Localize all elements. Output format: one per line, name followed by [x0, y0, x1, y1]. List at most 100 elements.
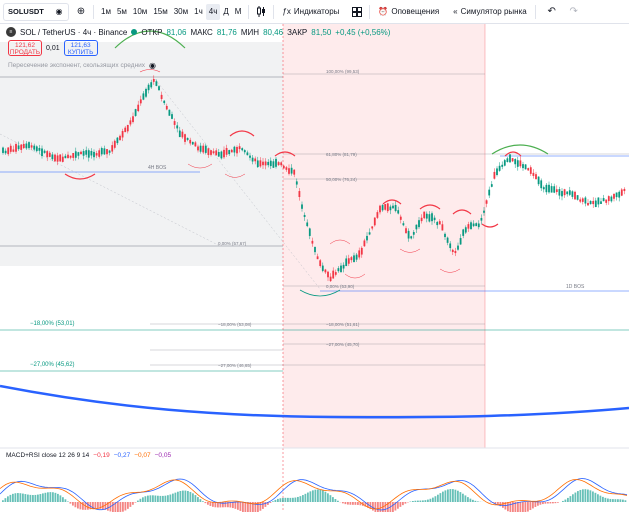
macd-histogram-bar: [404, 502, 407, 504]
macd-legend[interactable]: MACD+RSI close 12 26 9 14 −0,19 −0,27 −0…: [6, 452, 171, 459]
macd-value-4: −0,05: [154, 452, 172, 459]
fib-m18a: −18,00% (53,08): [218, 322, 252, 327]
candle-body: [618, 191, 621, 198]
macd-histogram-bar: [167, 495, 169, 502]
tf-10m[interactable]: 10м: [132, 6, 148, 16]
macd-histogram-bar: [357, 502, 359, 505]
price-chart[interactable]: −18,00% (53,01) −27,00% (45,62) 4H BOS 1…: [0, 24, 629, 512]
candle-body: [353, 255, 355, 263]
macd-histogram-bar: [337, 500, 339, 502]
macd-histogram-bar: [72, 502, 74, 506]
macd-histogram-bar: [597, 494, 599, 502]
candle-body: [168, 109, 171, 116]
macd-histogram-bar: [129, 502, 132, 507]
layouts-icon[interactable]: [349, 4, 365, 20]
spread-value: 0,01: [46, 44, 60, 52]
candle-body: [589, 200, 592, 205]
candle-body: [480, 217, 483, 221]
macd-histogram-bar: [182, 490, 184, 502]
tf-5m[interactable]: 5м: [116, 6, 127, 16]
macd-histogram-bar: [332, 497, 334, 502]
candle-body: [15, 144, 17, 152]
candles-style-icon[interactable]: [253, 4, 269, 20]
candle-body: [69, 155, 72, 158]
candle-body: [527, 168, 530, 171]
alerts-button[interactable]: ⏰ Оповещения: [378, 7, 440, 16]
macd-histogram-bar: [64, 499, 67, 502]
macd-histogram-bar: [87, 502, 89, 510]
macd-histogram-bar: [4, 498, 7, 502]
candle-body: [17, 145, 20, 150]
eye-icon[interactable]: ◉: [149, 61, 157, 70]
legend: ≡ SOL / TetherUS · 4ч · Binance ОТКР 81,0…: [6, 27, 390, 37]
candle-body: [574, 191, 576, 200]
chart-pane[interactable]: −18,00% (53,01) −27,00% (45,62) 4H BOS 1…: [0, 24, 629, 512]
macd-histogram-bar: [234, 502, 237, 509]
macd-histogram-bar: [257, 502, 259, 512]
candle-body: [329, 276, 332, 282]
macd-histogram-bar: [442, 491, 444, 502]
tf-30m[interactable]: 30м: [173, 6, 189, 16]
candle-body: [594, 200, 597, 208]
tf-1m[interactable]: 1м: [101, 6, 111, 16]
macd-histogram-bar: [282, 497, 284, 502]
macd-histogram-bar: [302, 495, 304, 502]
macd-histogram-bar: [607, 498, 609, 502]
redo-icon[interactable]: ↷: [569, 6, 578, 17]
fib-0b: 0,00% (53,90): [326, 284, 355, 289]
macd-histogram-bar: [34, 494, 37, 502]
macd-histogram-bar: [344, 502, 347, 505]
candle-body: [340, 265, 342, 273]
candle-body: [267, 161, 270, 166]
macd-histogram-bar: [2, 500, 4, 502]
candle-body: [223, 149, 225, 158]
candle-body: [251, 157, 254, 162]
buy-button[interactable]: 121,63 КУПИТЬ: [63, 40, 98, 56]
candle-body: [402, 223, 405, 226]
candle-body: [134, 109, 137, 116]
candle-body: [103, 148, 106, 155]
candle-body: [129, 120, 132, 125]
candle-body: [41, 148, 43, 157]
macd-histogram-bar: [594, 492, 597, 502]
candle-body: [423, 211, 426, 219]
candle-body: [243, 150, 246, 153]
candle-body: [85, 150, 88, 155]
candle-body: [191, 141, 194, 145]
market-sim-button[interactable]: « Симулятор рынка: [453, 7, 527, 16]
macd-histogram-bar: [509, 502, 512, 512]
macd-value-1: −0,19: [93, 452, 110, 459]
tf-day[interactable]: Д: [223, 6, 229, 16]
macd-histogram-bar: [47, 492, 49, 502]
macd-histogram-bar: [82, 502, 84, 510]
fib-0a: 0,00% (57,67): [218, 241, 247, 246]
macd-histogram-bar: [29, 494, 32, 502]
symbol-search[interactable]: SOLUSDT ◉: [3, 2, 69, 21]
close-label: ЗАКР: [287, 27, 308, 37]
candle-body: [613, 193, 615, 199]
macd-histogram-bar: [532, 502, 534, 509]
candle-body: [93, 151, 95, 158]
macd-histogram-bar: [264, 502, 267, 507]
add-symbol-icon[interactable]: ⊕: [76, 6, 86, 17]
tf-month[interactable]: М: [234, 6, 242, 16]
candle-body: [290, 167, 293, 174]
undo-icon[interactable]: ↶: [547, 6, 556, 17]
sell-button[interactable]: 121,62 ПРОДАТЬ: [8, 40, 42, 56]
macd-histogram-bar: [42, 493, 44, 502]
fib-m27a: −27,00% (46,65): [218, 363, 252, 368]
macd-histogram-bar: [524, 502, 527, 512]
candle-body: [306, 222, 309, 227]
candle-body: [87, 150, 90, 158]
tf-15m[interactable]: 15м: [153, 6, 168, 16]
candle-body: [230, 149, 233, 153]
indicator-legend[interactable]: Пересечение экспонент, скользящих средни…: [8, 61, 156, 70]
tf-1h[interactable]: 1ч: [194, 6, 203, 16]
macd-histogram-bar: [422, 500, 424, 502]
tf-4h[interactable]: 4ч: [205, 3, 221, 20]
macd-histogram-bar: [247, 502, 249, 512]
candle-body: [412, 232, 415, 235]
candle-body: [126, 124, 129, 132]
candle-body: [366, 235, 368, 241]
indicators-button[interactable]: ƒx Индикаторы: [282, 7, 340, 16]
